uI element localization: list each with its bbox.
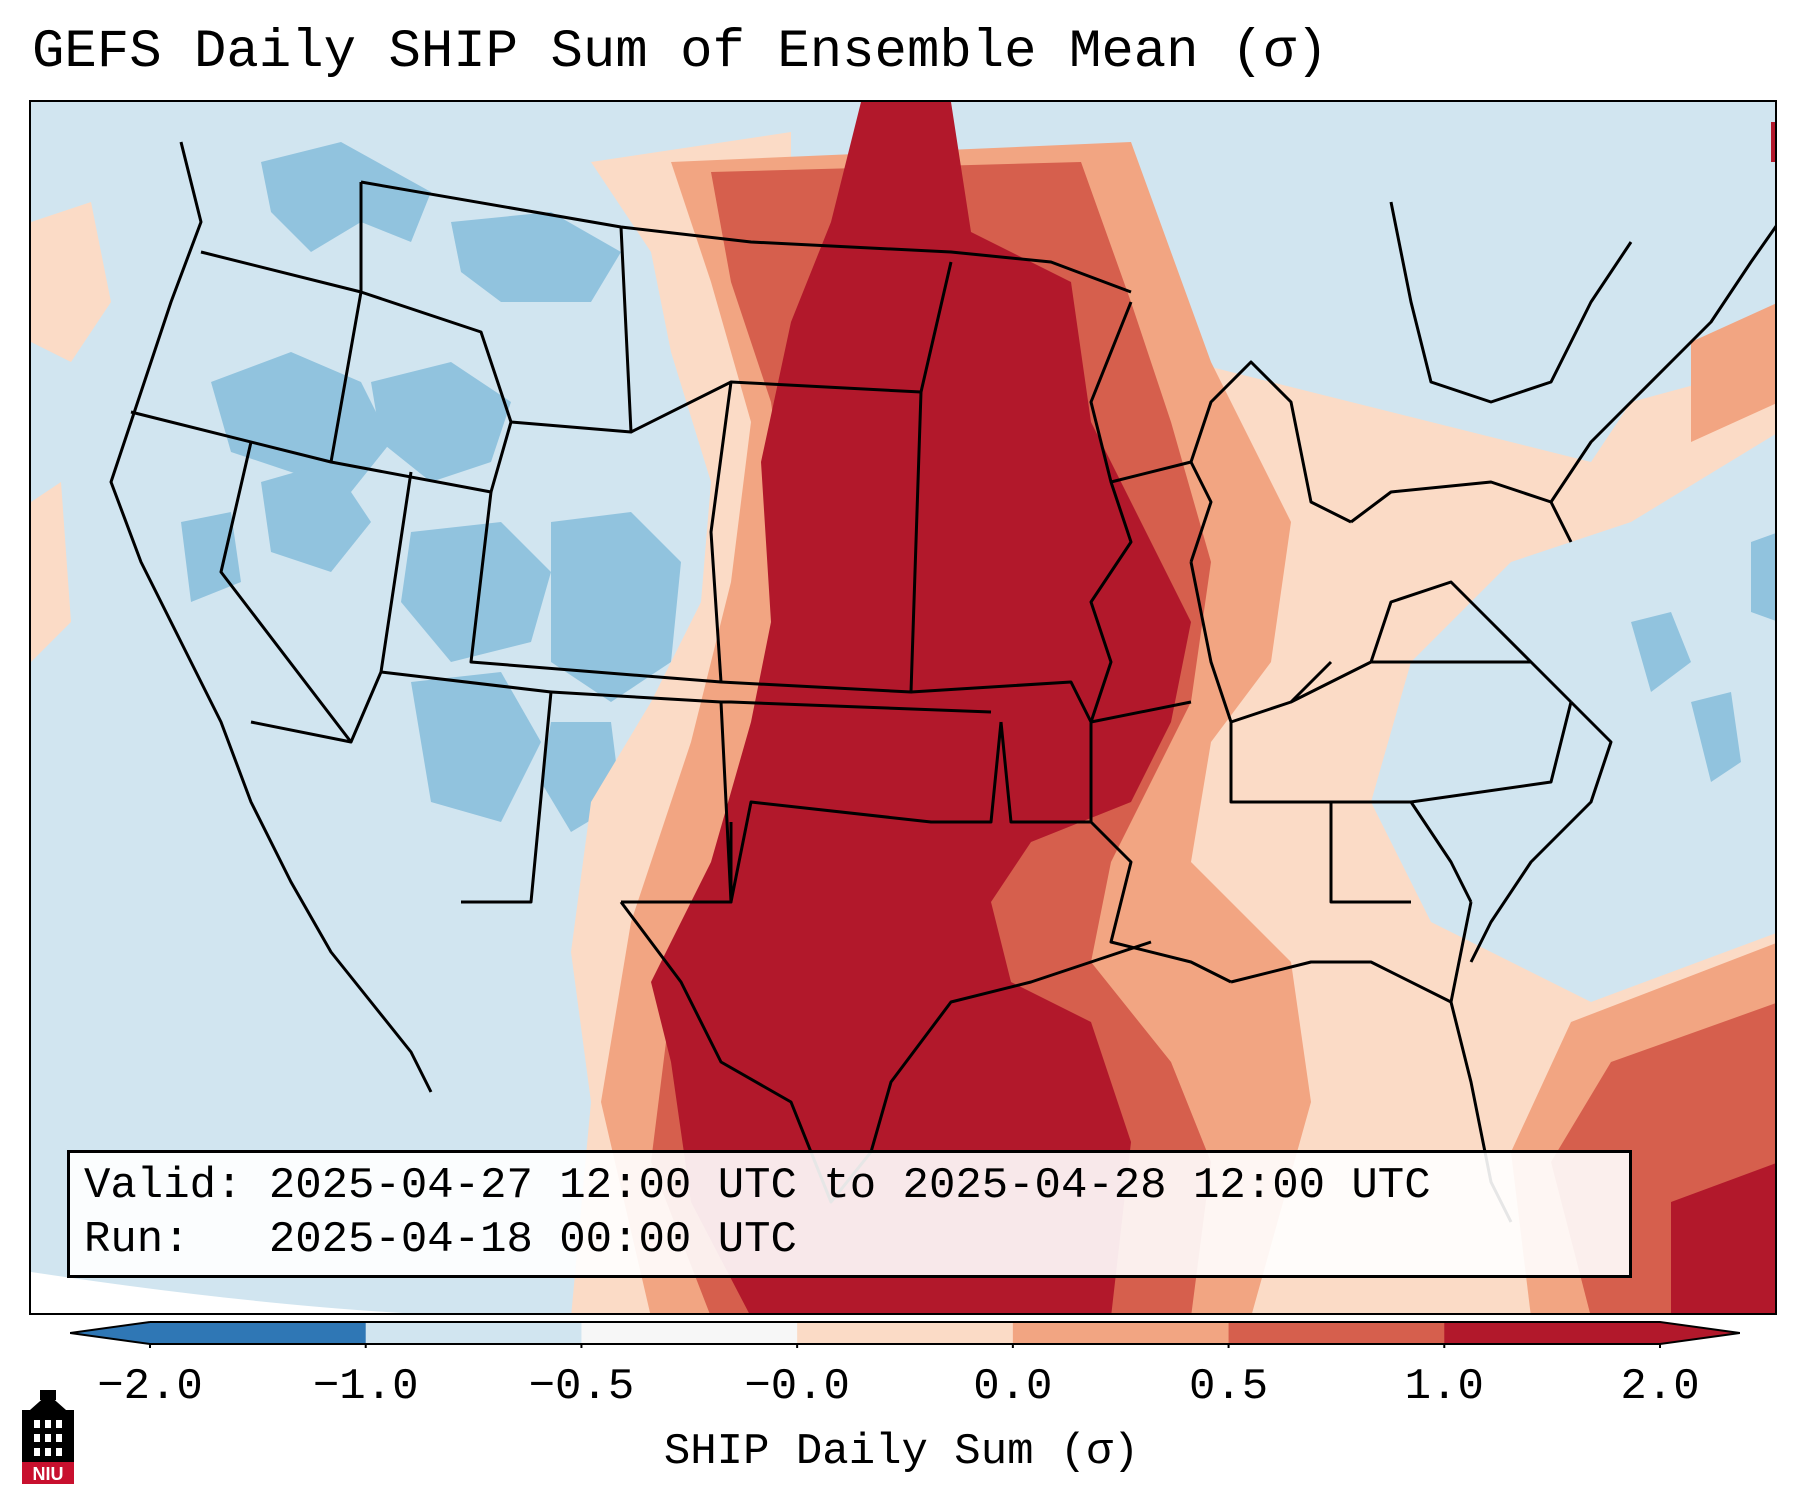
- colorbar-tick-label: 1.0: [1404, 1362, 1484, 1412]
- colorbar-segment: [581, 1322, 798, 1344]
- colorbar-extend-high: [1660, 1322, 1740, 1344]
- colorbar-segment: [365, 1322, 582, 1344]
- colorbar-segment: [1444, 1322, 1661, 1344]
- field-extreme-positive: [651, 102, 1775, 1313]
- niu-logo: NIU: [22, 1390, 74, 1484]
- colorbar-segment: [150, 1322, 367, 1344]
- colorbar-tick-label: −0.0: [744, 1362, 850, 1412]
- colorbar-label: SHIP Daily Sum (σ): [663, 1427, 1140, 1477]
- colorbar-segment: [1228, 1322, 1445, 1344]
- colorbar-tick-label: 2.0: [1620, 1362, 1700, 1412]
- colorbar-tick-label: −2.0: [97, 1362, 203, 1412]
- map-title: GEFS Daily SHIP Sum of Ensemble Mean (σ): [32, 22, 1329, 83]
- colorbar-segment: [1012, 1322, 1230, 1344]
- colorbar-extend-low: [70, 1322, 150, 1344]
- colorbar-segment: [797, 1322, 1014, 1344]
- colorbar: [70, 1321, 1740, 1348]
- run-time-text: Run: 2025-04-18 00:00 UTC: [84, 1215, 797, 1265]
- colorbar-tick-label: 0.5: [1188, 1362, 1269, 1412]
- validity-info-box: Valid: 2025-04-27 12:00 UTC to 2025-04-2…: [67, 1150, 1632, 1278]
- map-panel: [29, 100, 1777, 1315]
- logo-text: NIU: [33, 1464, 64, 1484]
- colorbar-tick-label: 0.0: [973, 1362, 1053, 1412]
- colorbar-tick-label: −1.0: [312, 1362, 419, 1412]
- map-canvas: [31, 102, 1775, 1313]
- colorbar-tick-label: −0.5: [528, 1362, 635, 1412]
- projection-edge: [31, 1272, 404, 1313]
- field-negative-anomalies: [181, 142, 1775, 832]
- valid-time-text: Valid: 2025-04-27 12:00 UTC to 2025-04-2…: [84, 1161, 1431, 1211]
